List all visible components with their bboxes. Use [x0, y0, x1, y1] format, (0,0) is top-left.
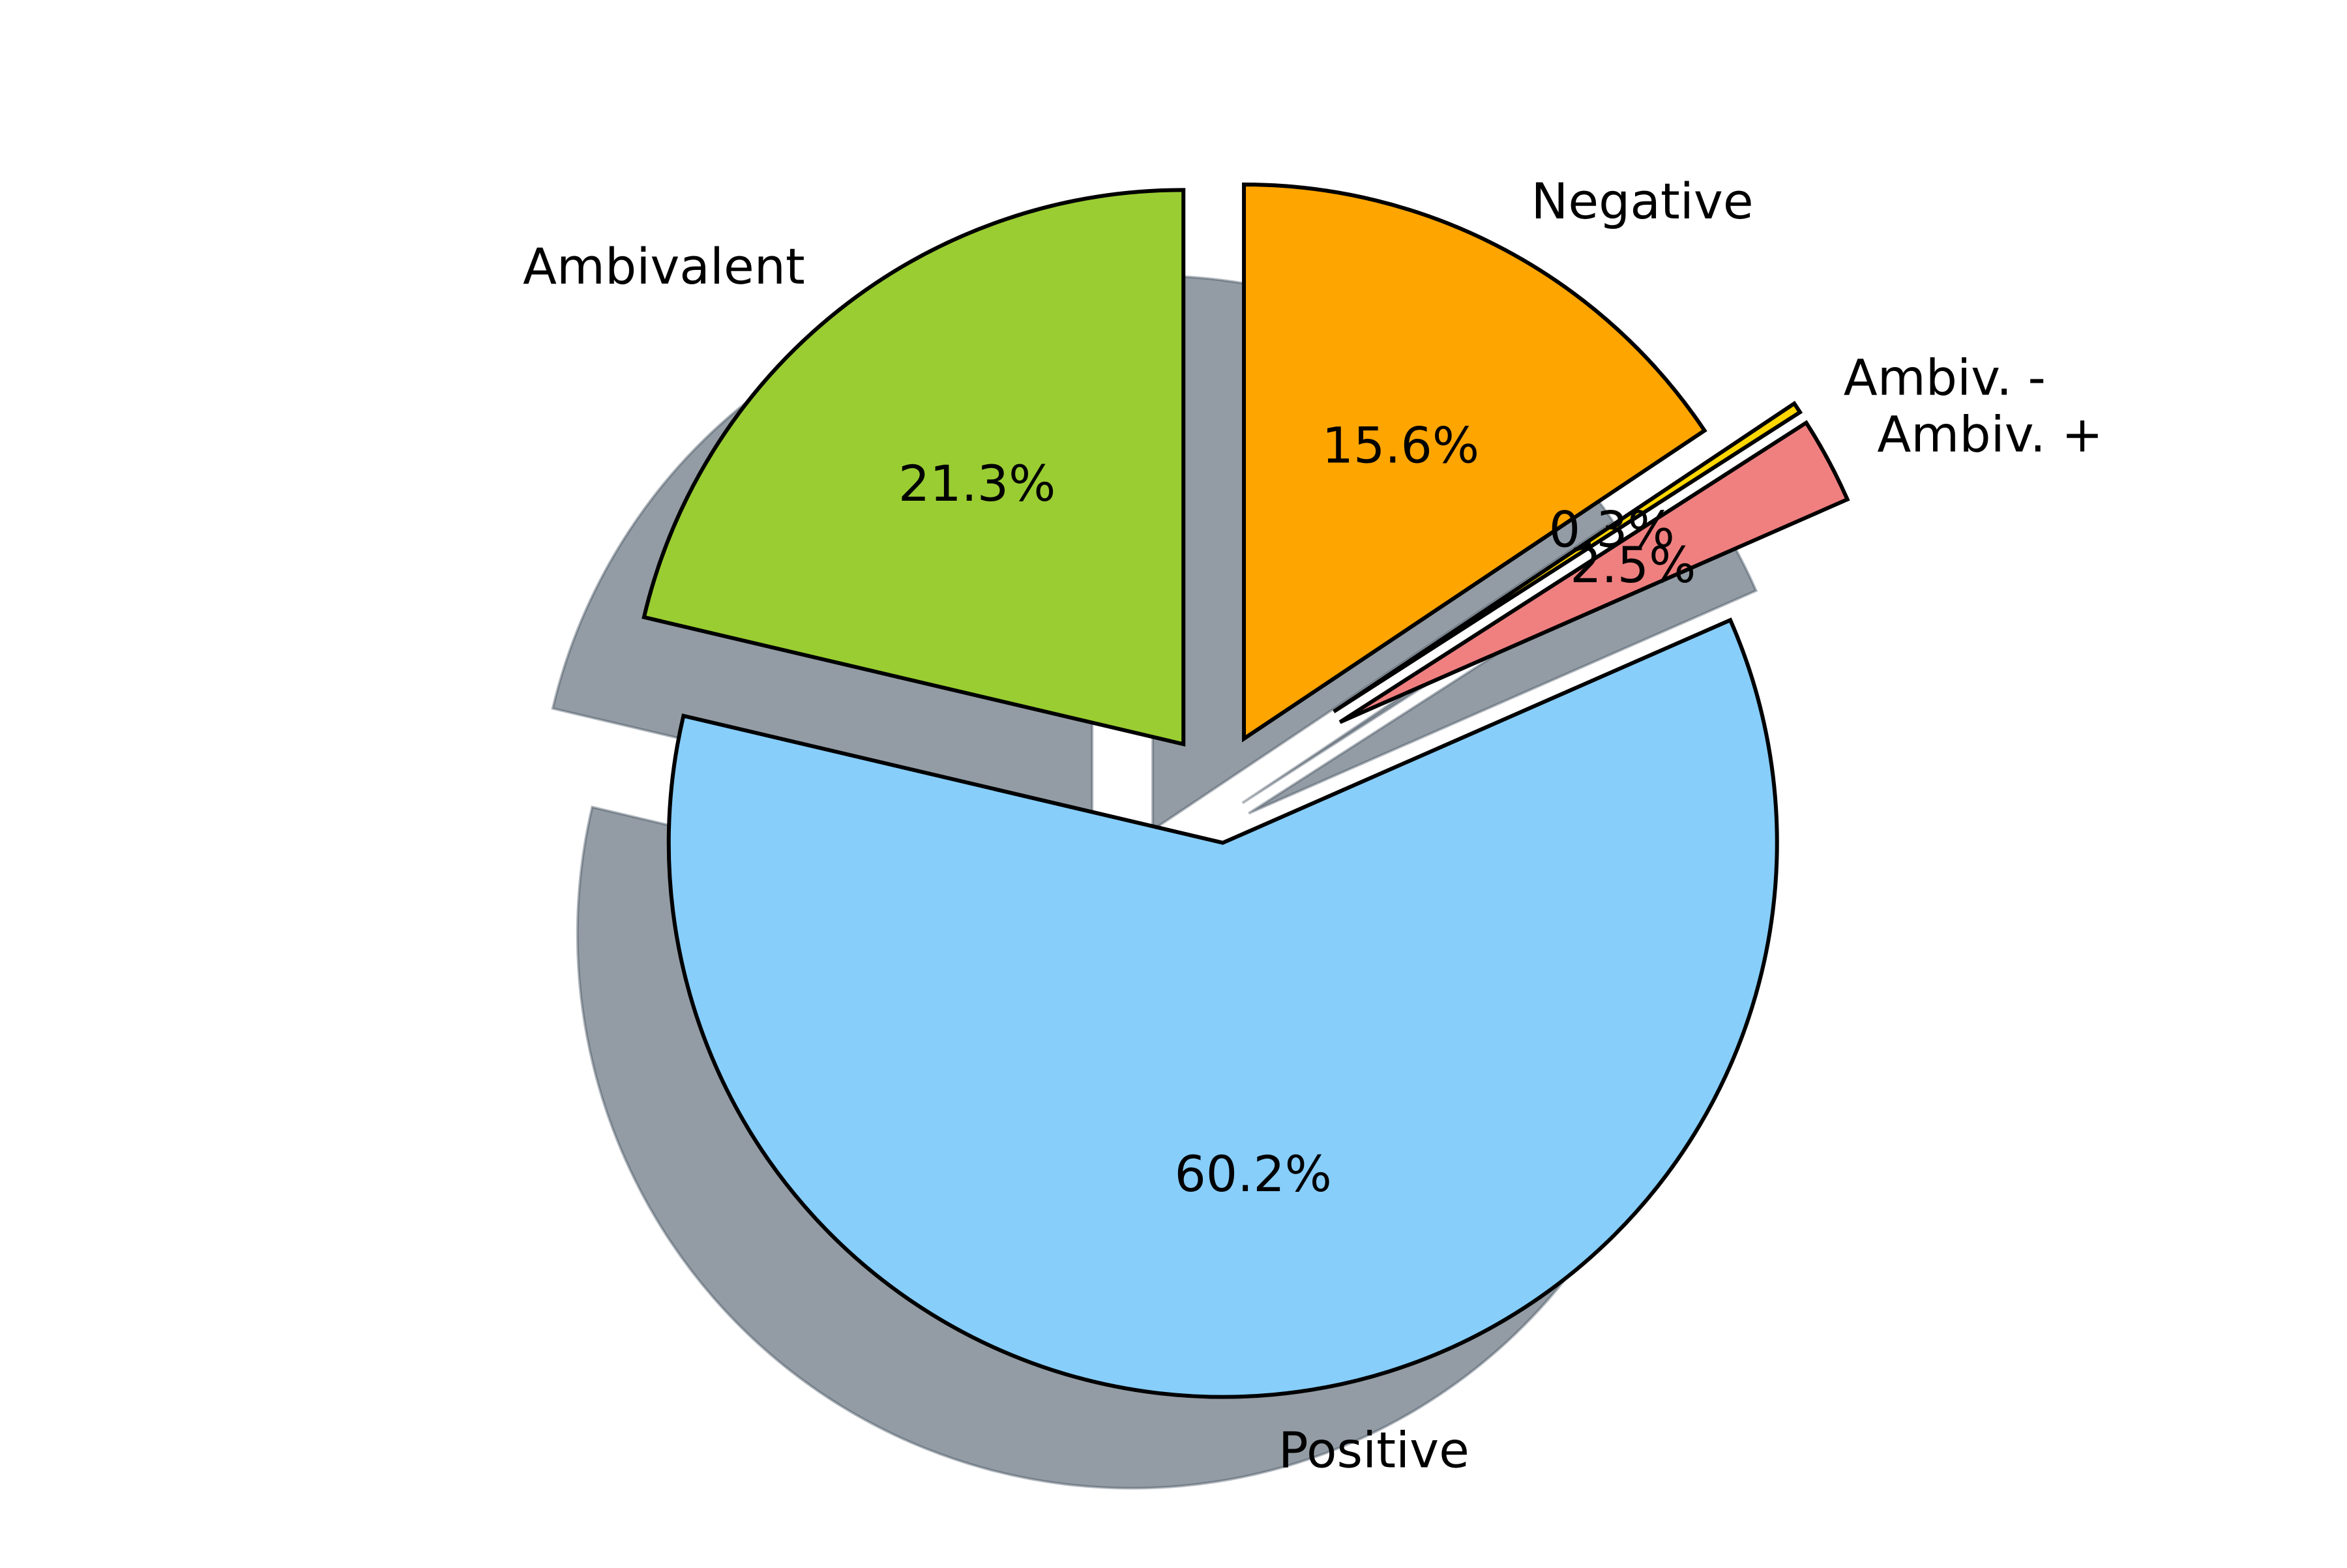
- category-label-ambiv: Ambiv. +: [1877, 405, 2103, 463]
- pct-label-ambiv: 2.5%: [1570, 536, 1696, 594]
- category-label-negative: Negative: [1531, 172, 1754, 230]
- category-label-ambivalent: Ambivalent: [523, 237, 805, 295]
- category-label-ambiv: Ambiv. -: [1844, 348, 2046, 406]
- pct-label-ambivalent: 21.3%: [898, 454, 1055, 512]
- pct-label-negative: 15.6%: [1322, 417, 1479, 475]
- pie-slice-ambivalent: [642, 188, 1186, 747]
- pie-slice-positive: [666, 617, 1779, 1399]
- label-layer: 21.3% Ambivalent 60.2% Positive 2.5% Ambiv. +…: [523, 172, 2103, 1479]
- pct-label-ambiv: 0.3%: [1549, 500, 1675, 558]
- category-label-positive: Positive: [1278, 1421, 1469, 1479]
- pct-label-positive: 60.2%: [1174, 1145, 1331, 1203]
- pie-slice-ambiv: [1338, 420, 1850, 724]
- pie-slice-negative: [1242, 183, 1707, 743]
- slice-layer: [642, 183, 1850, 1399]
- pie-slice-ambiv: [1333, 400, 1803, 714]
